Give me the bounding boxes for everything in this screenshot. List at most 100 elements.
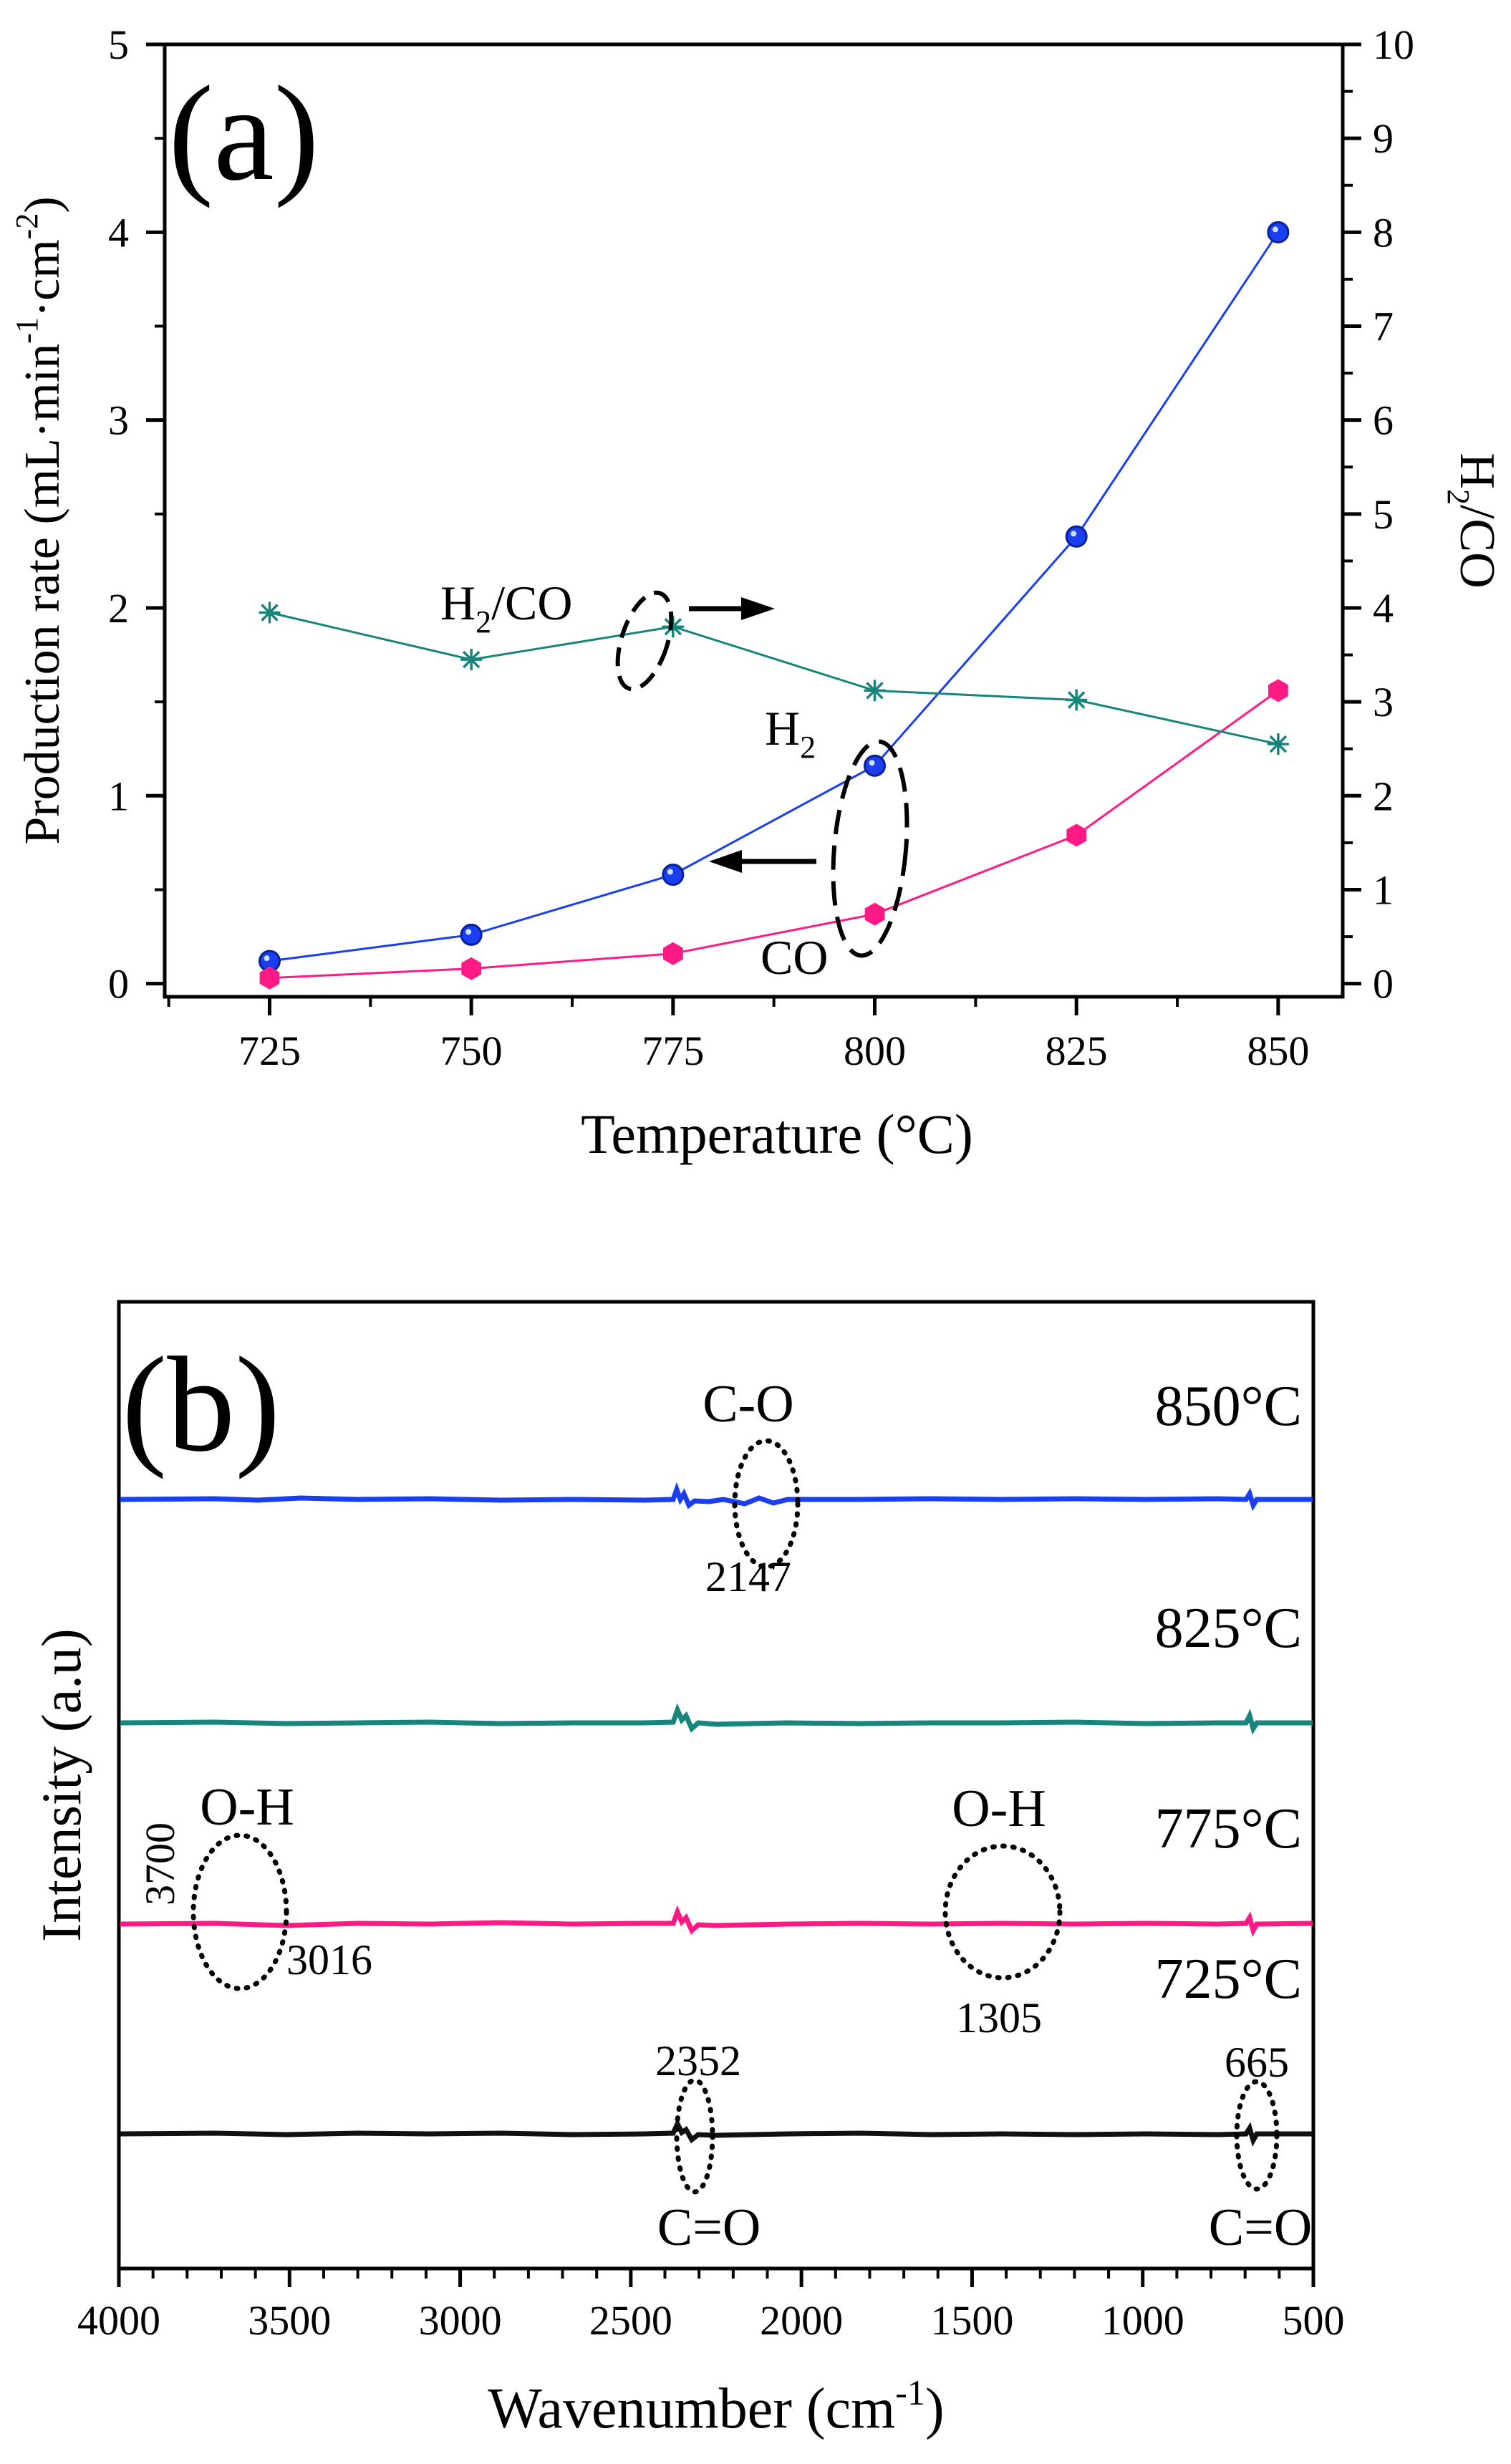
panel-a-label: (a) xyxy=(168,59,319,209)
co-stretch-wavenumber: 2147 xyxy=(705,1553,791,1600)
panel-b: 4000 3500 3000 2500 2000 1500 1000 500 (b) Wave… xyxy=(30,1300,1345,2440)
a-y-tick-label: 2 xyxy=(108,585,129,632)
temperature-label-850: 850°C xyxy=(1155,1375,1302,1438)
a-y2-tick-label: 10 xyxy=(1373,21,1414,68)
panel-b-frame xyxy=(117,1300,1316,2271)
oh-high-start: 3700 xyxy=(137,1822,183,1905)
panel-b-label: (b) xyxy=(122,1330,281,1480)
b-x-tick-label: 1000 xyxy=(1101,2297,1184,2344)
ratio-data-point xyxy=(460,649,483,671)
a-y-tick-label: 3 xyxy=(108,397,129,444)
co-data-point xyxy=(1066,823,1086,847)
a-y2-tick-label: 8 xyxy=(1373,209,1394,256)
panel-a-x-axis-title: Temperature (°C) xyxy=(581,1103,973,1165)
ya-mid: ·cm xyxy=(15,239,70,317)
co-data-point xyxy=(1268,679,1288,702)
b-x-tick-label: 1500 xyxy=(930,2297,1013,2344)
co2-a-ellipse xyxy=(674,2077,715,2195)
a-y2-tick-label: 7 xyxy=(1373,303,1394,349)
left-axis-arrow-head xyxy=(709,850,742,873)
a-y-tick-label: 1 xyxy=(108,773,129,819)
ya-main: Production rate (mL·min xyxy=(15,344,70,845)
a-y2-tick-label: 1 xyxy=(1373,866,1394,913)
co-data-point xyxy=(864,902,885,926)
a-y2-tick-label: 0 xyxy=(1373,961,1394,1008)
panel-a-y2-axis-title: H2/CO xyxy=(1441,453,1505,588)
co-data-point xyxy=(259,966,280,990)
oh-high-label: O-H xyxy=(200,1778,294,1837)
ratio-annotation-sub: 2 xyxy=(475,604,491,639)
spectrum-850 xyxy=(120,1482,1313,1512)
h2-data-point xyxy=(1267,221,1290,243)
oh-low-ellipse xyxy=(942,1843,1063,1981)
ratio-data-point xyxy=(662,616,684,638)
h2-point-highlight xyxy=(1272,226,1278,233)
h2-point-highlight xyxy=(667,869,673,875)
ratio-data-point xyxy=(864,680,886,702)
spectrum-825 xyxy=(120,1703,1313,1735)
a-x-tick-label: 775 xyxy=(642,1028,704,1074)
b-x-tick-label: 4000 xyxy=(77,2297,160,2344)
ratio-data-point xyxy=(1066,689,1088,711)
a-x-tick-label: 800 xyxy=(844,1028,906,1074)
series-line-1 xyxy=(269,690,1279,980)
h2-annotation-sub: 2 xyxy=(800,730,816,765)
xb-end: ) xyxy=(925,2377,945,2440)
a-y-tick-label: 4 xyxy=(108,209,129,256)
co2-b-label: C=O xyxy=(1209,2198,1313,2257)
h2-data-point xyxy=(460,923,483,946)
co2-b-ellipse xyxy=(1234,2079,1280,2192)
ratio-annotation: H2/CO xyxy=(440,576,572,639)
panel-b-ticks: 4000 3500 3000 2500 2000 1500 1000 500 xyxy=(77,2269,1345,2344)
co-stretch-ellipse xyxy=(732,1438,801,1570)
h2-data-point xyxy=(864,754,887,777)
h2-annotation: H2 xyxy=(765,701,816,765)
b-x-tick-label: 3000 xyxy=(419,2297,502,2344)
series-line-0 xyxy=(269,231,1280,962)
panel-b-x-axis-title: Wavenumber (cm-1) xyxy=(488,2372,944,2440)
panel-a-frame xyxy=(163,42,1345,999)
a-y2-tick-label: 3 xyxy=(1373,679,1394,725)
co2-a-wavenumber: 2352 xyxy=(655,2037,741,2084)
xb-main: Wavenumber (cm xyxy=(488,2377,895,2440)
ratio-annotation-end: /CO xyxy=(491,576,572,630)
oh-low-label: O-H xyxy=(952,1779,1046,1838)
ratio-data-point xyxy=(259,601,281,624)
a-y2-tick-label: 6 xyxy=(1373,397,1394,444)
h2-point-highlight xyxy=(1071,531,1077,537)
temperature-label-825: 825°C xyxy=(1155,1597,1302,1660)
co-data-point xyxy=(461,957,481,980)
b-x-tick-label: 2000 xyxy=(760,2297,843,2344)
panel-a-y-axis-title: Production rate (mL·min-1·cm-2) xyxy=(9,196,70,844)
h2-annotation-main: H xyxy=(765,701,800,755)
y2-end: /CO xyxy=(1449,505,1505,589)
co-stretch-label: C-O xyxy=(703,1375,793,1434)
h2-point-highlight xyxy=(264,955,270,962)
xb-sup: -1 xyxy=(895,2372,925,2412)
co-data-point xyxy=(663,942,683,965)
ratio-dashed-ellipse xyxy=(615,590,674,692)
oh-high-end: 3016 xyxy=(286,1936,372,1984)
a-x-tick-label: 750 xyxy=(440,1028,503,1074)
oh-low-wavenumber: 1305 xyxy=(956,1994,1042,2042)
panel-a-ticks: 725 750 775 800 825 850 0 1 2 3 4 5 0 1 2 3 4 5 6 7 8 9 10 xyxy=(108,21,1414,1074)
temperature-label-775: 775°C xyxy=(1155,1797,1302,1860)
co2-b-wavenumber: 665 xyxy=(1225,2039,1289,2086)
panel-a: 725 750 775 800 825 850 0 1 2 3 4 5 0 1 2 3 4 5 6 7 8 9 10 (a)… xyxy=(9,21,1505,1165)
a-y2-tick-label: 2 xyxy=(1373,773,1394,819)
h2-data-point xyxy=(1065,525,1088,548)
h2-point-highlight xyxy=(869,760,875,766)
b-x-tick-label: 500 xyxy=(1283,2297,1345,2344)
a-y-tick-label: 0 xyxy=(108,961,129,1008)
co-annotation: CO xyxy=(761,930,828,985)
series-line-2 xyxy=(269,612,1279,745)
ratio-data-point xyxy=(1267,733,1289,755)
a-y2-tick-label: 5 xyxy=(1373,491,1394,538)
a-x-tick-label: 725 xyxy=(238,1028,301,1074)
ya-sup1: -1 xyxy=(9,317,44,344)
ratio-annotation-main: H xyxy=(440,576,475,630)
h2-point-highlight xyxy=(465,929,472,935)
b-x-tick-label: 3500 xyxy=(248,2297,331,2344)
panel-b-traces xyxy=(120,1482,1313,2147)
